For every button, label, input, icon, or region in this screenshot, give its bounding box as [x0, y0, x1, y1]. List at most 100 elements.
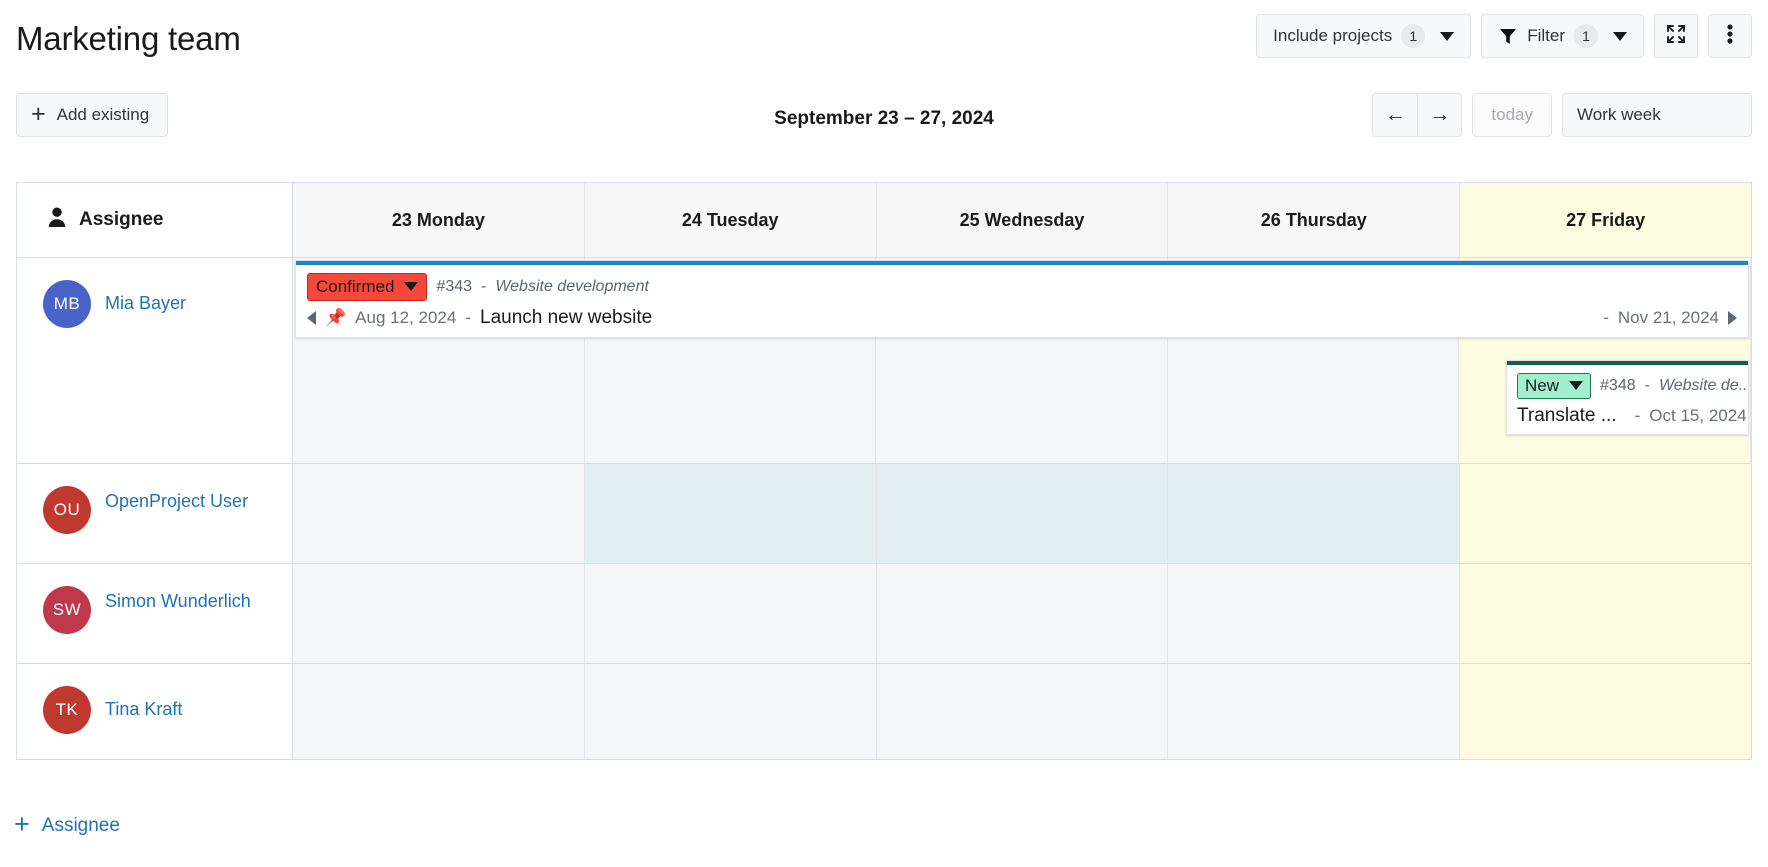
status-label: New	[1525, 376, 1560, 395]
avatar: TK	[43, 686, 91, 734]
table-row: SW Simon Wunderlich	[17, 563, 1751, 663]
view-mode-value: Work week	[1577, 105, 1661, 124]
day-cell-monday[interactable]	[293, 664, 585, 759]
day-header-tuesday[interactable]: 24 Tuesday	[585, 183, 877, 257]
event-subject: Translate ...	[1517, 404, 1617, 426]
table-row: OU OpenProject User	[17, 463, 1751, 563]
event-start-dash: -	[465, 307, 471, 327]
chevron-down-icon	[1613, 31, 1627, 41]
next-period-button[interactable]: →	[1417, 93, 1463, 137]
event-end-dash: -	[1603, 307, 1609, 327]
status-badge[interactable]: New	[1517, 373, 1592, 399]
day-header-thursday[interactable]: 26 Thursday	[1168, 183, 1461, 257]
day-cell-friday[interactable]	[1460, 564, 1751, 663]
chevron-down-icon	[404, 282, 419, 292]
view-mode-select[interactable]: Work week	[1562, 93, 1752, 137]
event-title-line: 📌 Aug 12, 2024 - Launch new website - No…	[307, 307, 1737, 329]
more-options-button[interactable]	[1708, 14, 1752, 58]
add-existing-label: Add existing	[56, 105, 150, 124]
assignee-name[interactable]: Tina Kraft	[105, 699, 183, 719]
filter-icon	[1498, 26, 1518, 46]
status-label: Confirmed	[316, 277, 395, 296]
chevron-down-icon	[1440, 31, 1455, 41]
plus-icon: +	[14, 809, 30, 839]
event-subject: Launch new website	[480, 306, 653, 328]
day-cell-monday[interactable]	[293, 464, 585, 563]
add-existing-button[interactable]: + Add existing	[16, 93, 169, 137]
day-cell-tuesday[interactable]	[584, 464, 877, 563]
event-dash: -	[481, 277, 487, 295]
assignee-cell-openproject-user[interactable]: OU OpenProject User	[17, 464, 293, 563]
event-project: Website de...	[1658, 376, 1749, 394]
day-cell-wednesday[interactable]	[876, 464, 1169, 563]
assignee-cell-simon-wunderlich[interactable]: SW Simon Wunderlich	[17, 564, 293, 663]
day-cell-monday[interactable]	[293, 564, 585, 663]
day-cell-tuesday[interactable]	[584, 664, 877, 759]
day-cells	[293, 464, 1751, 563]
day-cell-friday[interactable]	[1460, 664, 1751, 759]
day-cell-thursday[interactable]	[1168, 564, 1461, 663]
event-accent-bar	[1507, 361, 1748, 365]
arrow-right-icon: →	[1429, 103, 1451, 126]
day-cells: Confirmed #343 - Website development 📌 A…	[293, 258, 1751, 463]
day-cells	[293, 664, 1751, 759]
day-header-monday[interactable]: 23 Monday	[293, 183, 585, 257]
day-cell-wednesday[interactable]	[876, 664, 1169, 759]
chevron-down-icon	[1569, 381, 1584, 391]
top-right-actions: Include projects 1 Filter 1	[1256, 14, 1752, 58]
event-start-date: Aug 12, 2024	[355, 307, 457, 327]
toolbar: + Add existing September 23 – 27, 2024 ←…	[0, 86, 1768, 158]
person-icon	[47, 206, 67, 234]
arrow-left-icon: ←	[1384, 103, 1406, 126]
avatar: OU	[43, 486, 91, 534]
event-meta-line: New #348 - Website de...	[1517, 373, 1748, 399]
fullscreen-icon	[1665, 23, 1687, 50]
table-row: TK Tina Kraft	[17, 663, 1751, 759]
add-assignee-button[interactable]: + Assignee	[14, 809, 120, 839]
assignee-name[interactable]: Mia Bayer	[105, 293, 187, 313]
add-assignee-label: Assignee	[41, 814, 120, 836]
assignee-column-label: Assignee	[79, 209, 164, 230]
calendar-grid: Assignee 23 Monday 24 Tuesday 25 Wednesd…	[16, 182, 1752, 760]
assignee-cell-tina-kraft[interactable]: TK Tina Kraft	[17, 664, 293, 759]
event-body: Confirmed #343 - Website development 📌 A…	[296, 265, 1748, 337]
filter-button[interactable]: Filter 1	[1481, 14, 1644, 58]
event-accent-bar	[296, 261, 1748, 265]
event-card-348[interactable]: New #348 - Website de... Translate ... -…	[1506, 360, 1749, 435]
previous-period-button[interactable]: ←	[1372, 93, 1418, 137]
date-range-title: September 23 – 27, 2024	[774, 108, 994, 129]
assignee-cell-mia-bayer[interactable]: MB Mia Bayer	[17, 258, 293, 463]
event-end-date: Nov 21, 2024	[1617, 307, 1719, 327]
date-navigation: ← → today Work week	[1372, 93, 1752, 137]
event-meta-line: Confirmed #343 - Website development	[307, 273, 1737, 301]
more-vertical-icon	[1727, 23, 1733, 50]
event-end-date: Oct 15, 2024	[1649, 405, 1747, 425]
day-cell-thursday[interactable]	[1168, 464, 1461, 563]
event-end-dash: -	[1634, 405, 1641, 425]
day-header-friday[interactable]: 27 Friday	[1460, 183, 1751, 257]
include-projects-label: Include projects	[1273, 26, 1393, 45]
event-body: New #348 - Website de... Translate ... -…	[1507, 365, 1748, 434]
day-cell-wednesday[interactable]	[876, 564, 1169, 663]
day-cell-tuesday[interactable]	[584, 564, 877, 663]
include-projects-count: 1	[1401, 24, 1426, 48]
include-projects-button[interactable]: Include projects 1	[1256, 14, 1472, 58]
event-card-343[interactable]: Confirmed #343 - Website development 📌 A…	[295, 260, 1749, 338]
day-header-wednesday[interactable]: 25 Wednesday	[877, 183, 1169, 257]
status-badge[interactable]: Confirmed	[307, 273, 428, 301]
today-button[interactable]: today	[1472, 93, 1552, 137]
filter-count: 1	[1574, 24, 1598, 48]
fullscreen-button[interactable]	[1654, 14, 1698, 58]
assignee-name[interactable]: OpenProject User	[105, 491, 249, 511]
day-cell-friday[interactable]	[1460, 464, 1751, 563]
day-cell-thursday[interactable]	[1168, 664, 1461, 759]
event-title-line: Translate ... - Oct 15, 2024	[1517, 404, 1747, 427]
pin-icon: 📌	[325, 307, 347, 327]
assignee-name[interactable]: Simon Wunderlich	[105, 591, 251, 611]
event-id: #348	[1600, 376, 1636, 394]
arrow-right-icon	[1728, 310, 1737, 325]
top-bar: Marketing team Include projects 1 Filter…	[0, 0, 1768, 86]
day-cells	[293, 564, 1751, 663]
event-dash: -	[1644, 376, 1650, 394]
